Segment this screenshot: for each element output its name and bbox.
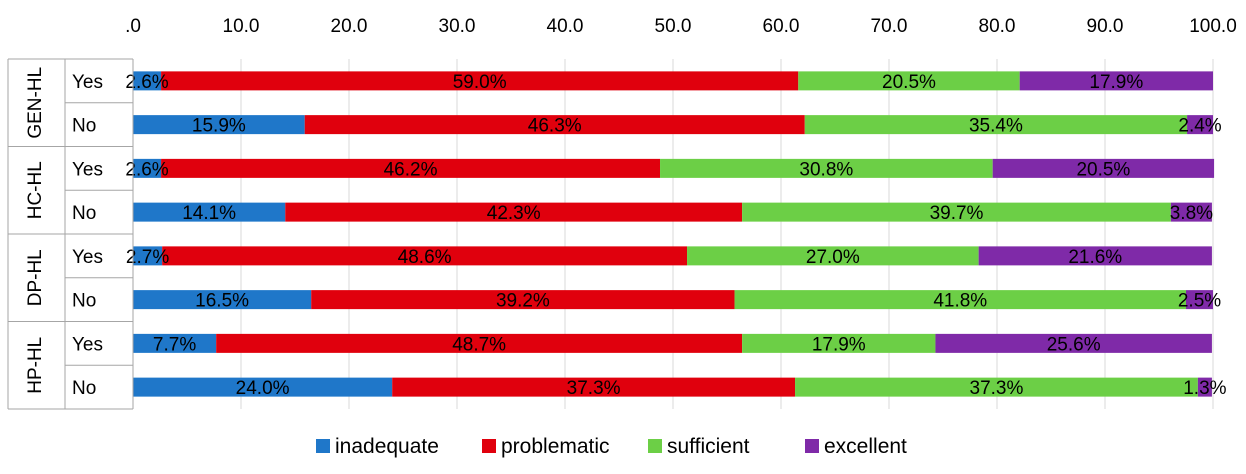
data-label: 7.7% (153, 334, 196, 355)
category-label: No (72, 203, 96, 224)
x-tick-label: 20.0 (331, 16, 368, 37)
category-label: Yes (72, 334, 103, 355)
x-tick-label: .0 (125, 16, 141, 37)
bar-segment-excellent (1186, 290, 1213, 310)
bar-segment-problematic (162, 246, 688, 266)
bar-segment-problematic (285, 202, 743, 222)
data-label: 48.6% (398, 247, 452, 268)
bar-segment-inadequate (133, 377, 393, 397)
bar-segment-inadequate (133, 71, 162, 91)
data-label: 30.8% (799, 159, 853, 180)
x-tick-label: 60.0 (763, 16, 800, 37)
x-tick-label: 80.0 (979, 16, 1016, 37)
category-label: Yes (72, 72, 103, 93)
data-label: 37.3% (970, 378, 1024, 399)
legend-label: inadequate (335, 435, 439, 458)
data-label: 20.5% (1076, 159, 1130, 180)
data-label: 27.0% (806, 247, 860, 268)
bar-segment-excellent (935, 333, 1212, 353)
bar-segment-sufficient (742, 202, 1171, 222)
data-label: 2.4% (1178, 116, 1221, 137)
group-label: GEN-HL (25, 67, 46, 139)
data-label: 2.7% (126, 247, 169, 268)
x-tick-label: 70.0 (871, 16, 908, 37)
data-label: 41.8% (933, 291, 987, 312)
bar-segment-problematic (311, 290, 735, 310)
x-tick-label: 90.0 (1087, 16, 1124, 37)
bar-segment-excellent (1170, 202, 1212, 222)
data-label: 42.3% (487, 203, 541, 224)
data-label: 20.5% (882, 72, 936, 93)
bar-segment-sufficient (798, 71, 1020, 91)
bar-segment-sufficient (795, 377, 1198, 397)
data-label: 3.8% (1170, 203, 1213, 224)
bar-segment-problematic (304, 115, 805, 135)
x-tick-label: 10.0 (223, 16, 260, 37)
data-label: 16.5% (195, 291, 249, 312)
x-tick-label: 30.0 (439, 16, 476, 37)
bar-segment-sufficient (687, 246, 979, 266)
data-label: 25.6% (1047, 334, 1101, 355)
bar-segment-sufficient (742, 333, 936, 353)
category-label: No (72, 378, 96, 399)
legend-label: sufficient (667, 435, 750, 458)
bar-segment-excellent (978, 246, 1212, 266)
bar-segment-inadequate (133, 115, 305, 135)
legend-swatch (805, 439, 819, 453)
bar-segment-problematic (392, 377, 796, 397)
bar-segment-problematic (216, 333, 743, 353)
bar-segment-excellent (1019, 71, 1213, 91)
data-label: 17.9% (1089, 72, 1143, 93)
bar-segment-inadequate (133, 202, 286, 222)
bar-segment-inadequate (133, 290, 312, 310)
data-label: 46.2% (384, 159, 438, 180)
group-label: DP-HL (25, 249, 46, 306)
data-label: 2.6% (125, 159, 168, 180)
data-label: 39.2% (496, 291, 550, 312)
bar-segment-sufficient (734, 290, 1186, 310)
bar-segment-excellent (1197, 377, 1212, 397)
category-label: No (72, 116, 96, 137)
data-label: 48.7% (452, 334, 506, 355)
group-label: HC-HL (25, 161, 46, 219)
legend-label: excellent (824, 435, 907, 458)
data-label: 2.5% (1178, 291, 1221, 312)
data-label: 39.7% (930, 203, 984, 224)
bar-segment-inadequate (133, 158, 162, 178)
bar-segment-problematic (161, 158, 661, 178)
data-label: 21.6% (1068, 247, 1122, 268)
x-tick-label: 100.0 (1189, 16, 1237, 37)
data-label: 46.3% (528, 116, 582, 137)
bar-segment-problematic (161, 71, 799, 91)
bar-segment-excellent (992, 158, 1215, 178)
legend-swatch (482, 439, 496, 453)
legend-swatch (316, 439, 330, 453)
category-label: No (72, 291, 96, 312)
data-label: 1.3% (1183, 378, 1226, 399)
bar-segment-sufficient (804, 115, 1188, 135)
data-label: 37.3% (567, 378, 621, 399)
data-label: 24.0% (236, 378, 290, 399)
bar-segment-sufficient (660, 158, 993, 178)
bar-segment-excellent (1187, 115, 1213, 135)
x-tick-label: 40.0 (547, 16, 584, 37)
data-label: 15.9% (192, 116, 246, 137)
bar-segment-inadequate (133, 333, 217, 353)
category-label: Yes (72, 247, 103, 268)
group-label: HP-HL (25, 337, 46, 394)
data-label: 2.6% (125, 72, 168, 93)
data-label: 14.1% (182, 203, 236, 224)
legend-swatch (648, 439, 662, 453)
data-label: 35.4% (969, 116, 1023, 137)
data-label: 17.9% (812, 334, 866, 355)
bar-segment-inadequate (133, 246, 163, 266)
legend-label: problematic (501, 435, 610, 458)
x-tick-label: 50.0 (655, 16, 692, 37)
category-label: Yes (72, 159, 103, 180)
data-label: 59.0% (453, 72, 507, 93)
